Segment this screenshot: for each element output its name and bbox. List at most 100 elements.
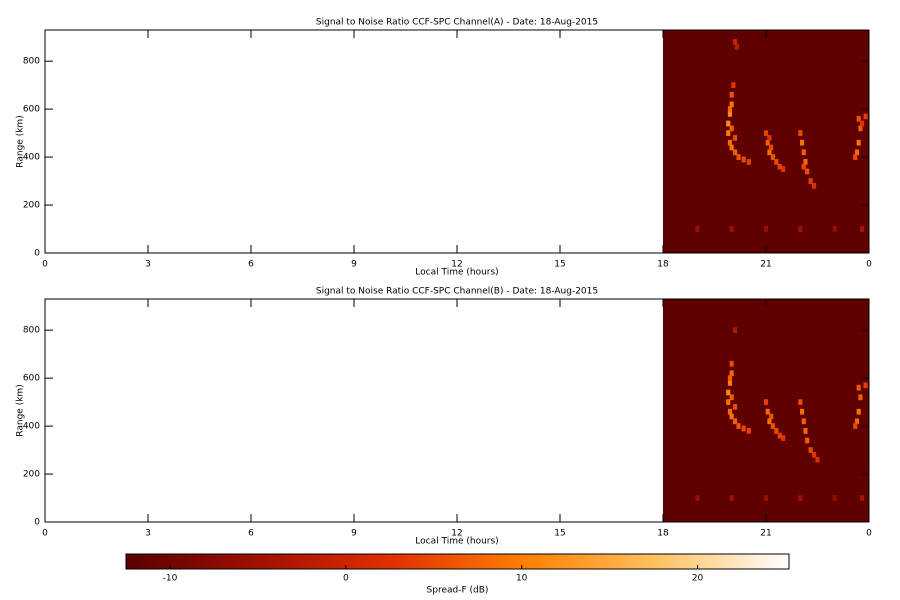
heatmap-cell [729,125,734,132]
heatmap-cell [777,432,782,439]
x-tick-label: 21 [760,529,771,539]
x-tick-label: 3 [145,260,151,270]
y-tick-label: 400 [23,153,40,163]
colorbar [125,553,790,570]
heatmap-cell [774,159,779,165]
heatmap-cell [854,149,860,156]
x-tick-label: 21 [760,260,771,270]
heatmap-cell [769,144,774,151]
x-tick-label: 0 [866,529,872,539]
heatmap-cell [729,394,734,401]
x-axis-title: Local Time (hours) [415,537,498,547]
heatmap-cell [763,399,769,405]
heatmap-cell [781,166,786,172]
heatmap-cell [781,435,786,441]
heatmap-cell [856,384,861,391]
heatmap-cell [798,226,803,232]
heatmap-cell [803,159,808,165]
heatmap-cell [726,130,731,136]
heatmap-cell [733,418,738,425]
y-tick-label: 800 [23,326,40,336]
x-tick-label: 18 [657,260,669,270]
colorbar-label: Spread-F (dB) [427,586,489,596]
heatmap-cell [856,139,861,146]
heatmap-cell [799,408,805,415]
heatmap-cell [832,495,837,501]
heatmap-cell [805,437,810,444]
heatmap-cell [727,111,733,117]
heatmap-cell [798,130,803,136]
heatmap-cell [734,43,739,50]
x-tick-label: 18 [657,529,669,539]
x-axis-title: Local Time (hours) [415,268,498,278]
heatmap-cell [726,389,731,396]
heatmap-cell [736,423,741,429]
heatmap-cell [805,168,810,175]
heatmap-cell [729,413,734,420]
x-tick-label: 0 [866,260,872,270]
colorbar-tick-label: 20 [692,574,704,584]
heatmap-cell [729,144,734,151]
heatmap-cell [770,154,775,160]
heatmap-cell [812,451,817,458]
heatmap-cell [767,135,772,141]
heatmap-cell [854,418,860,425]
colorbar-tick-label: 0 [343,574,349,584]
heatmap-cell [799,139,805,146]
chart-title: Signal to Noise Ratio CCF-SPC Channel(A)… [316,18,598,28]
y-tick-label: 0 [34,518,40,528]
heatmap-cell [733,149,738,156]
colorbar-tick-label: 10 [516,574,528,584]
heatmap-cell [736,154,741,160]
heatmap-cell [727,380,733,386]
heatmap-cell [860,226,865,232]
heatmap-cell [812,182,817,189]
heatmap-cell [727,408,733,415]
heatmap-cell [731,82,736,89]
y-axis-title: Range (km) [16,115,26,167]
heatmap-cell [808,178,813,184]
heatmap-cell [853,154,858,160]
chart-title: Signal to Noise Ratio CCF-SPC Channel(B)… [316,287,598,297]
heatmap-cell [741,425,746,432]
heatmap-cell [853,423,858,429]
heatmap-cell [767,418,772,425]
heatmap-cell [858,125,863,132]
heatmap-cell [729,370,734,377]
y-tick-label: 200 [23,201,40,211]
heatmap-cell [695,226,700,232]
heatmap-cell [863,113,868,120]
heatmap-cell [733,404,738,410]
heatmap-cell [801,149,806,156]
heatmap-cell [815,456,820,463]
y-tick-label: 0 [34,249,40,259]
heatmap-cell [727,106,733,113]
heatmap-cell [741,156,746,163]
heatmap-cell [733,39,738,45]
heatmap-cell [733,327,738,334]
heatmap-cell [798,495,803,501]
heatmap-cell [763,495,769,501]
heatmap-cell [856,408,861,415]
heatmap-cell [727,375,733,382]
heatmap-cell [860,120,865,127]
heatmap-cell [763,130,769,136]
heatmap-cell [860,495,865,501]
heatmap-cell [746,159,751,165]
x-tick-label: 0 [42,260,48,270]
heatmap-cell [801,418,806,425]
heatmap-cell [767,149,772,156]
heatmap-cell [765,408,770,415]
heatmap-cell [832,226,837,232]
colorbar-tick-label: -10 [163,574,178,584]
y-tick-label: 800 [23,57,40,67]
heatmap-cell [729,226,734,232]
heatmap-cell [729,91,734,98]
heatmap-cell [729,495,734,501]
heatmap-cell [863,382,868,389]
heatmap-cell [763,226,769,232]
heatmap-cell [801,163,806,170]
y-tick-label: 200 [23,470,40,480]
x-tick-label: 9 [351,529,357,539]
